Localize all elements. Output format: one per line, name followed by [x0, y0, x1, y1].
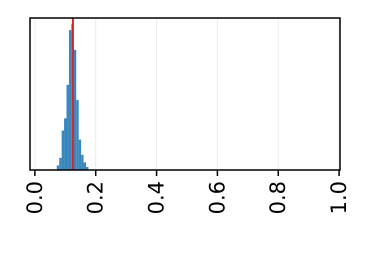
bar — [66, 84, 69, 170]
x-tick-label: 0.4 — [145, 181, 169, 214]
bar — [85, 166, 89, 170]
bar — [76, 100, 79, 170]
bar — [61, 130, 65, 170]
plot-frame — [29, 17, 341, 171]
bar — [78, 139, 82, 170]
x-tick-label: 0.6 — [205, 181, 229, 214]
bar — [81, 154, 84, 170]
x-tick-label: 0.2 — [84, 181, 108, 214]
bar — [73, 49, 77, 170]
bar — [68, 30, 72, 170]
bar — [64, 118, 67, 170]
bar — [83, 162, 86, 170]
x-tick-label: 0.0 — [23, 181, 47, 214]
x-tick-label: 1.0 — [327, 181, 351, 214]
bar — [59, 157, 62, 170]
bar — [56, 165, 60, 170]
x-tick-label: 0.8 — [266, 181, 290, 214]
